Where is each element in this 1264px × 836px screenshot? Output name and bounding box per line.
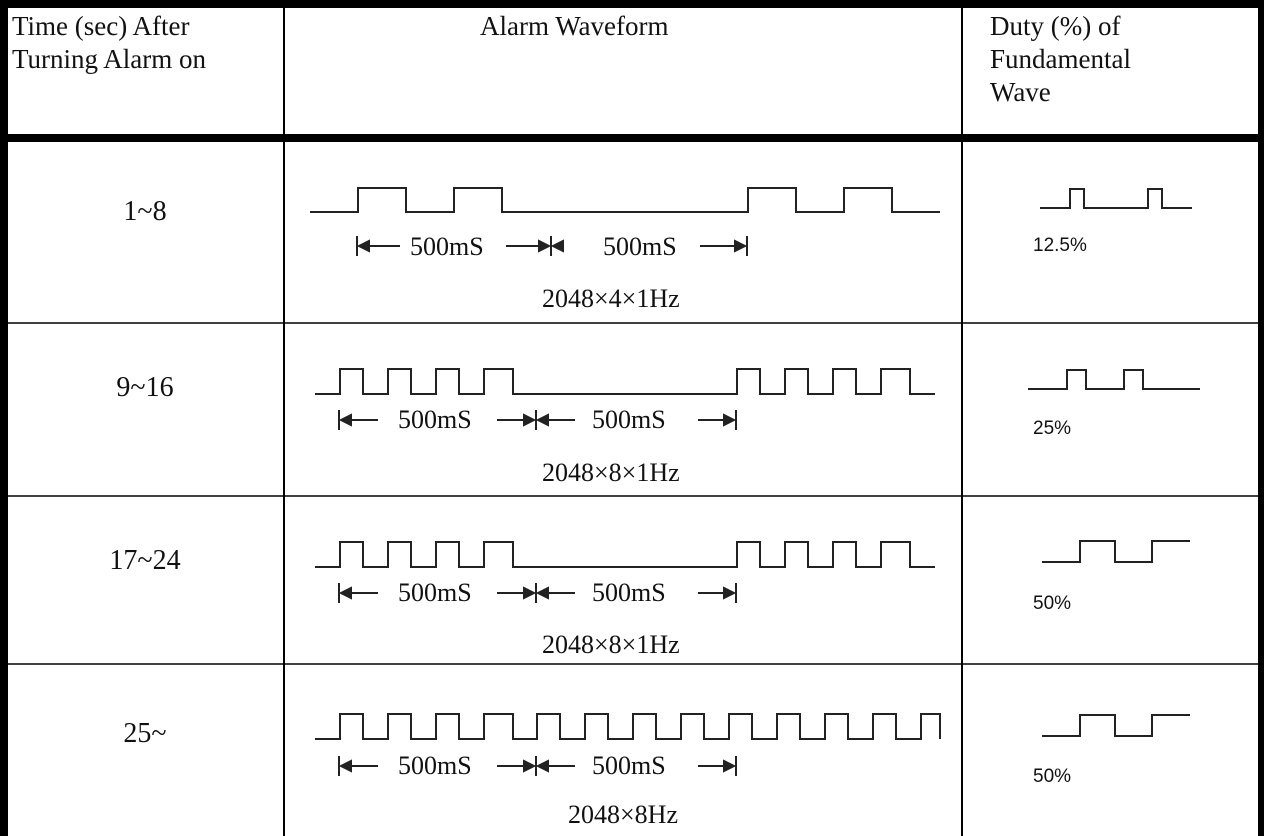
duty-wave-row-3 xyxy=(1042,540,1190,563)
interval-label-1-row-1: 500mS xyxy=(410,232,484,261)
header-duty-line-2: Fundamental xyxy=(990,44,1131,74)
formula-row-1: 2048×4×1Hz xyxy=(542,284,680,313)
duty-wave-row-1 xyxy=(1040,188,1192,209)
formula-row-4: 2048×8Hz xyxy=(568,800,678,829)
duty-wave-row-4 xyxy=(1042,714,1190,737)
interval-marker-row-1 xyxy=(356,236,748,256)
header-bottom-border xyxy=(0,134,1264,142)
interval-label-1-row-2: 500mS xyxy=(398,405,472,434)
table-left-border xyxy=(0,0,8,836)
duty-value-row-3: 50% xyxy=(1033,593,1072,614)
duty-value-row-2: 25% xyxy=(1033,418,1072,439)
header-duty-line-1: Duty (%) of xyxy=(990,11,1121,41)
table-right-border xyxy=(1258,0,1264,836)
interval-label-2-row-4: 500mS xyxy=(592,751,666,780)
alarm-waveform-row-2 xyxy=(315,368,935,395)
interval-marker-row-4 xyxy=(338,756,737,776)
alarm-waveform-row-4 xyxy=(315,713,941,740)
time-cell-row-1: 1~8 xyxy=(123,196,167,227)
interval-label-2-row-2: 500mS xyxy=(592,405,666,434)
time-cell-row-3: 17~24 xyxy=(109,545,181,576)
header-time: Time (sec) After Turning Alarm on xyxy=(12,10,206,76)
interval-label-1-row-3: 500mS xyxy=(398,578,472,607)
formula-row-3: 2048×8×1Hz xyxy=(542,630,680,659)
duty-value-row-1: 12.5% xyxy=(1033,235,1087,256)
formula-row-2: 2048×8×1Hz xyxy=(542,458,680,487)
table-top-border xyxy=(0,0,1264,8)
interval-marker-row-3 xyxy=(338,583,737,603)
interval-label-2-row-1: 500mS xyxy=(603,232,677,261)
duty-wave-row-2 xyxy=(1028,369,1200,390)
duty-value-row-4: 50% xyxy=(1033,766,1072,787)
header-time-line-2: Turning Alarm on xyxy=(12,44,207,74)
header-time-line-1: Time (sec) After xyxy=(12,11,190,41)
interval-marker-row-2 xyxy=(338,410,737,430)
time-cell-row-2: 9~16 xyxy=(116,372,174,403)
alarm-waveform-row-3 xyxy=(315,541,935,568)
interval-label-2-row-3: 500mS xyxy=(592,578,666,607)
header-duty-line-3: Wave xyxy=(990,77,1051,107)
header-waveform: Alarm Waveform xyxy=(480,11,669,41)
alarm-waveform-row-1 xyxy=(310,187,940,213)
time-cell-row-4: 25~ xyxy=(123,718,167,749)
header-duty: Duty (%) of Fundamental Wave xyxy=(990,10,1131,109)
interval-label-1-row-4: 500mS xyxy=(398,751,472,780)
